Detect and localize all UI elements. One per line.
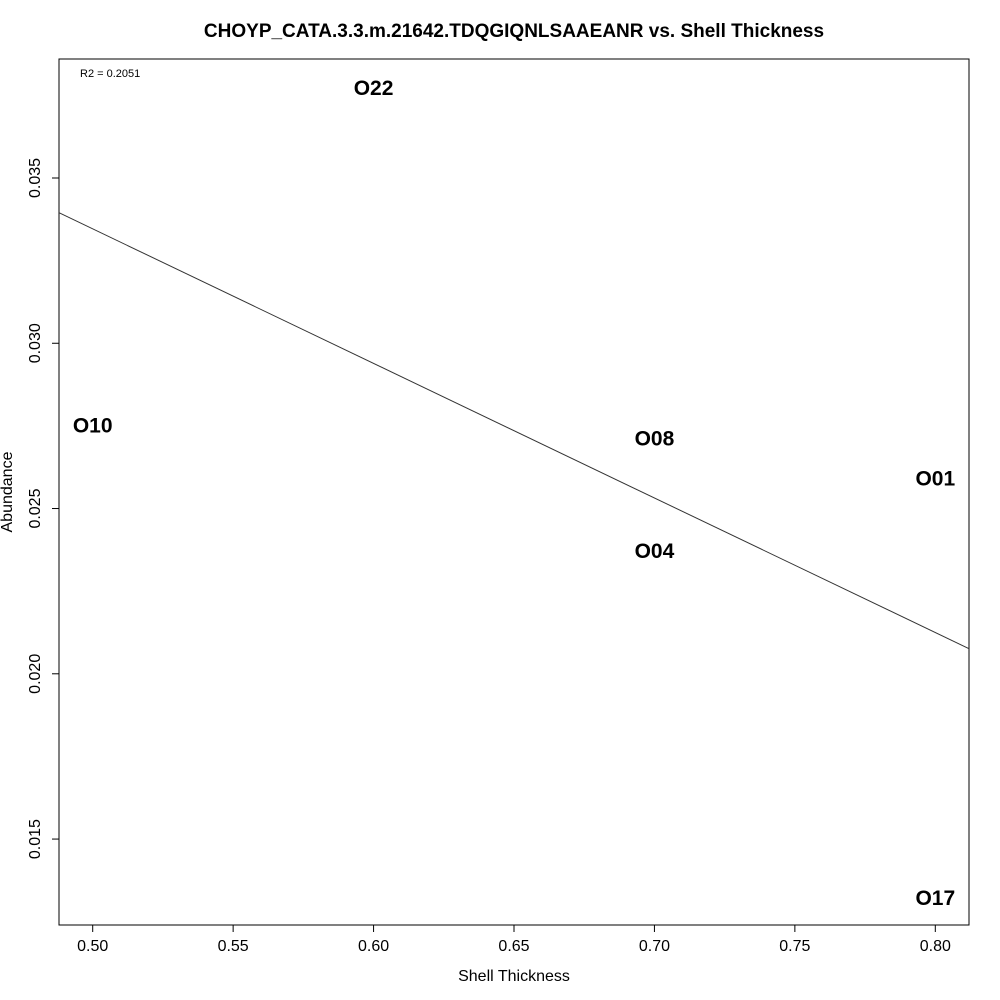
x-axis: 0.50 0.55 0.60 0.65 0.70 0.75 0.80	[77, 925, 951, 955]
y-axis: 0.015 0.020 0.025 0.030 0.035	[27, 158, 59, 859]
plot-frame	[58, 58, 970, 926]
chart-title: CHOYP_CATA.3.3.m.21642.TDQGIQNLSAAEANR v…	[204, 21, 824, 42]
y-tick-label: 0.030	[27, 323, 44, 363]
point-label-o04: O04	[635, 540, 675, 563]
y-tick-label: 0.025	[27, 488, 44, 528]
point-label-o01: O01	[915, 467, 955, 490]
points-group: O22 O10 O08 O01 O04 O17	[73, 77, 956, 910]
y-tick-label: 0.015	[27, 819, 44, 859]
x-tick-label: 0.55	[218, 938, 249, 955]
x-tick-label: 0.50	[77, 938, 108, 955]
x-tick-label: 0.65	[498, 938, 529, 955]
regression-group	[58, 212, 970, 650]
point-label-o08: O08	[635, 428, 675, 451]
y-tick-label: 0.020	[27, 654, 44, 694]
point-label-o22: O22	[354, 77, 394, 100]
point-label-o17: O17	[915, 887, 955, 910]
x-tick-label: 0.60	[358, 938, 389, 955]
y-axis-label: Abundance	[0, 451, 16, 532]
y-tick-label: 0.035	[27, 158, 44, 198]
x-axis-label: Shell Thickness	[458, 968, 570, 985]
regression-line	[58, 212, 970, 650]
point-label-o10: O10	[73, 414, 113, 437]
x-tick-label: 0.70	[639, 938, 670, 955]
x-tick-label: 0.75	[779, 938, 810, 955]
x-tick-label: 0.80	[920, 938, 951, 955]
r2-annotation: R2 = 0.2051	[80, 68, 140, 80]
